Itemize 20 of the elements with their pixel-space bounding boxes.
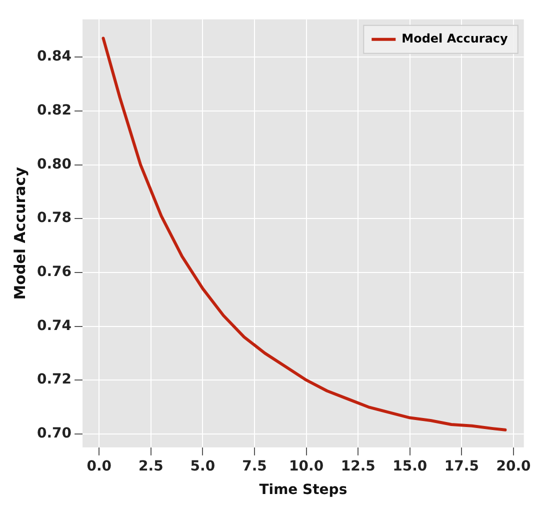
y-tick-label: 0.76 bbox=[36, 264, 72, 280]
y-tick-label: 0.80 bbox=[36, 156, 72, 172]
x-tick-label: 12.5 bbox=[340, 458, 376, 474]
x-tick-label: 5.0 bbox=[190, 458, 216, 474]
x-tick-label: 7.5 bbox=[242, 458, 267, 474]
y-axis-title: Model Accuracy bbox=[10, 166, 29, 300]
y-tick-label: 0.82 bbox=[36, 102, 72, 119]
x-tick-label: 15.0 bbox=[392, 458, 428, 474]
x-tick-label: 10.0 bbox=[289, 458, 324, 474]
y-tick-label: 0.74 bbox=[36, 318, 72, 334]
legend-label: Model Accuracy bbox=[402, 32, 508, 46]
x-tick-label: 17.5 bbox=[444, 458, 479, 474]
y-tick-label: 0.70 bbox=[36, 426, 72, 442]
y-tick-label: 0.72 bbox=[36, 372, 72, 388]
x-tick-label: 2.5 bbox=[138, 458, 164, 474]
x-axis-title: Time Steps bbox=[259, 482, 348, 498]
y-tick-label: 0.78 bbox=[36, 210, 72, 226]
x-tick-label: 20.0 bbox=[496, 458, 532, 474]
y-tick-label: 0.84 bbox=[36, 48, 72, 65]
x-tick-label: 0.0 bbox=[86, 458, 112, 474]
